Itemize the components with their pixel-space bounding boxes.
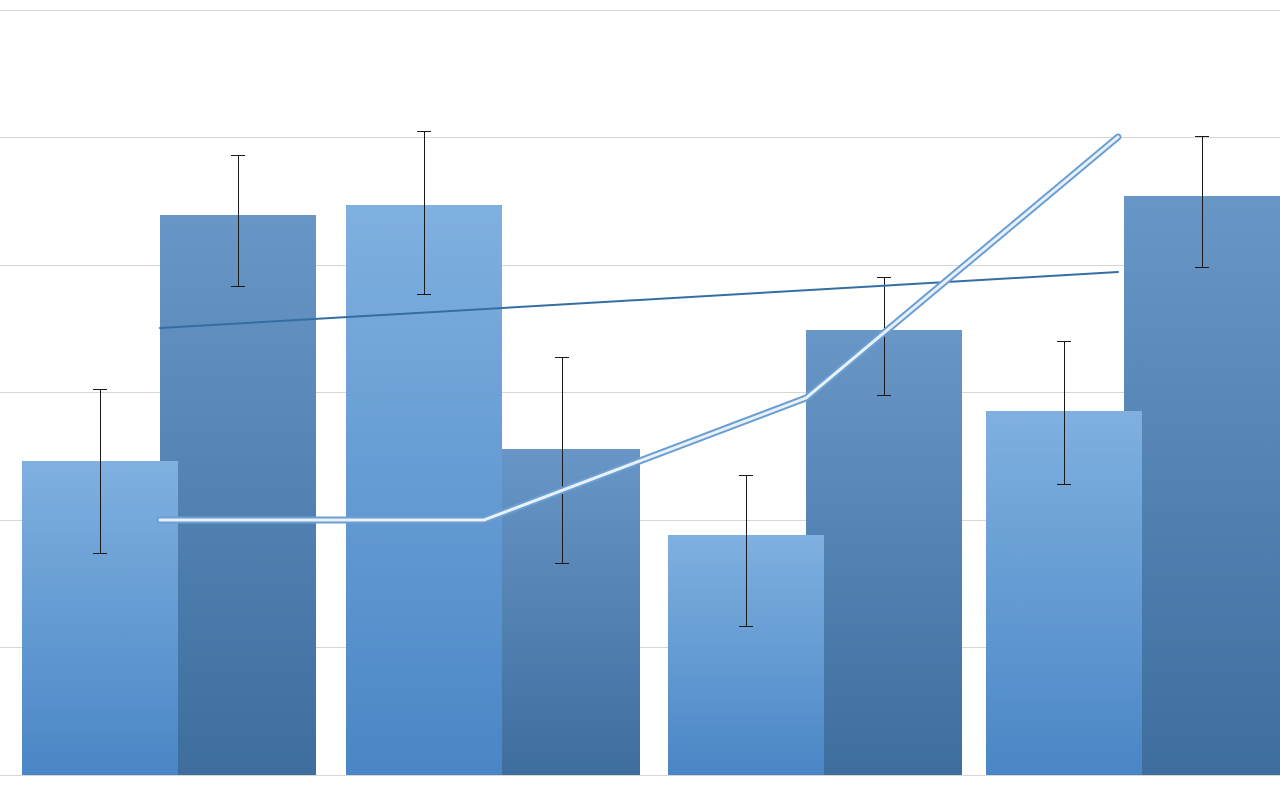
bar-back [806, 330, 962, 775]
bar-front [668, 535, 824, 775]
bar-front [986, 411, 1142, 775]
bar-back [484, 449, 640, 775]
bar-back [1124, 196, 1280, 775]
gridline [0, 10, 1280, 11]
gridline [0, 137, 1280, 138]
bar-front [346, 205, 502, 775]
bar-back [160, 215, 316, 775]
combo-bar-line-chart [0, 0, 1280, 785]
bar-front [22, 461, 178, 775]
gridline [0, 775, 1280, 776]
